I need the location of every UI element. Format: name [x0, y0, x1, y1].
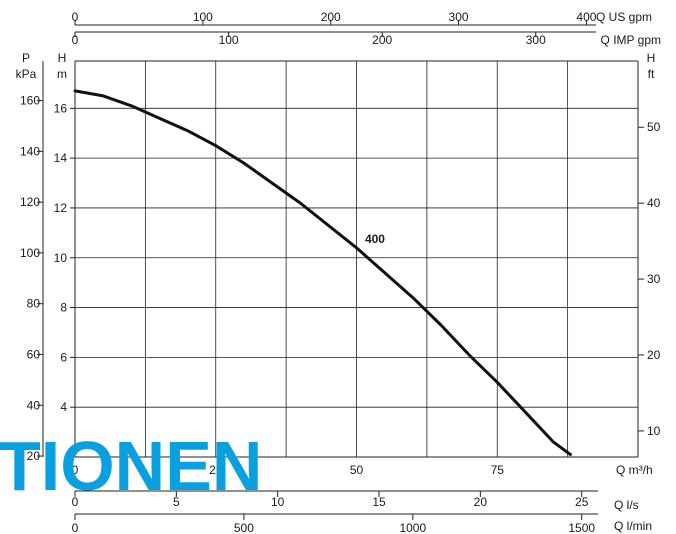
h-ft-tick-label: 30: [647, 272, 661, 286]
q-usgpm-tick-label: 200: [321, 10, 341, 24]
curves: 400: [73, 89, 572, 456]
h-ft-tick-label: 50: [647, 120, 661, 134]
q-impgpm-tick-label: 200: [372, 33, 392, 47]
curve-400: [73, 89, 572, 456]
h-m-tick-label: 4: [60, 400, 67, 414]
p-tick-label: 60: [27, 347, 41, 361]
h-m-axis-label-bottom: m: [57, 67, 67, 81]
q-m3h-tick-label: 0: [72, 463, 79, 477]
q-ls-axis-label: Q l/s: [614, 498, 639, 512]
q-ls-tick-label: 25: [575, 495, 589, 509]
curve-label-400: 400: [365, 232, 385, 246]
q-usgpm-tick-label: 400: [576, 10, 596, 24]
q-m3h-tick-label: 75: [491, 463, 505, 477]
q-usgpm-tick-label: 300: [449, 10, 469, 24]
h-ft-tick-label: 40: [647, 196, 661, 210]
q-impgpm-tick-label: 300: [526, 33, 546, 47]
q-m3h-tick-label: 25: [209, 463, 223, 477]
q-m3h-axis-label: Q m³/h: [616, 463, 653, 477]
h-ft-tick-label: 10: [647, 424, 661, 438]
p-axis-label-top: P: [22, 51, 30, 65]
h-m-tick-label: 6: [60, 350, 67, 364]
q-lmin-tick-label: 0: [72, 521, 79, 534]
h-m-tick-label: 8: [60, 301, 67, 315]
h-ft-tick-label: 20: [647, 348, 661, 362]
q-lmin-tick-label: 1500: [568, 521, 595, 534]
q-ls-tick-label: 0: [72, 495, 79, 509]
watermark-text: TIONEN: [0, 427, 262, 505]
q-usgpm-axis-label: Q US gpm: [596, 10, 652, 24]
q-impgpm-tick-label: 0: [72, 33, 79, 47]
axes: [37, 20, 644, 520]
h-ft-axis-label-bottom: ft: [648, 67, 655, 81]
p-axis-label-bottom: kPa: [16, 67, 37, 81]
q-ls-tick-label: 5: [173, 495, 180, 509]
h-m-tick-label: 10: [54, 251, 68, 265]
unit-labels: P kPa H m H ft Q US gpm Q IMP gpm Q m³/h…: [16, 10, 661, 533]
q-ls-tick-label: 15: [372, 495, 386, 509]
q-impgpm-axis-label: Q IMP gpm: [601, 33, 661, 47]
q-impgpm-tick-label: 100: [219, 33, 239, 47]
q-usgpm-tick-label: 100: [193, 10, 213, 24]
q-usgpm-tick-label: 0: [72, 10, 79, 24]
tick-labels: 4681012141620406080100120140160102030405…: [20, 10, 661, 534]
h-m-tick-label: 16: [54, 101, 68, 115]
h-m-tick-label: 14: [54, 151, 68, 165]
grid: [75, 61, 638, 457]
p-tick-label: 80: [27, 297, 41, 311]
p-tick-label: 160: [20, 94, 40, 108]
q-lmin-axis-label: Q l/min: [614, 519, 652, 533]
p-tick-label: 140: [20, 144, 40, 158]
h-m-axis-label-top: H: [58, 51, 67, 65]
p-tick-label: 40: [27, 398, 41, 412]
q-m3h-tick-label: 50: [350, 463, 364, 477]
p-tick-label: 20: [27, 449, 41, 463]
p-tick-label: 100: [20, 246, 40, 260]
q-lmin-tick-label: 1000: [399, 521, 426, 534]
q-ls-tick-label: 10: [271, 495, 285, 509]
q-ls-tick-label: 20: [474, 495, 488, 509]
h-ft-axis-label-top: H: [647, 51, 656, 65]
h-m-tick-label: 12: [54, 201, 68, 215]
p-tick-label: 120: [20, 195, 40, 209]
q-lmin-tick-label: 500: [234, 521, 254, 534]
